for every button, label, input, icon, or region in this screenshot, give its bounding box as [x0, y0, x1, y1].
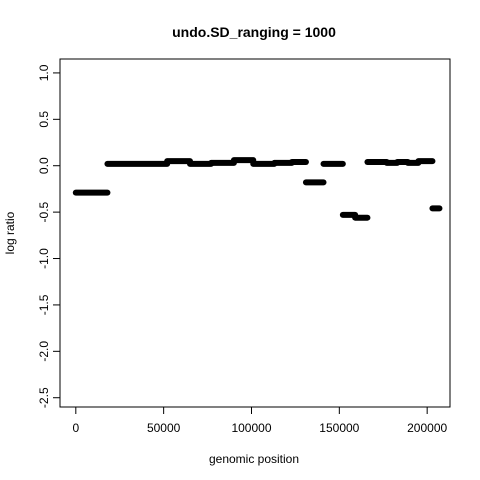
y-tick-label: 0.5 [37, 111, 51, 128]
x-tick-label: 50000 [147, 421, 181, 435]
y-tick-label: -0.5 [37, 201, 51, 222]
chart-title: undo.SD_ranging = 1000 [172, 24, 336, 40]
x-tick-label: 0 [72, 421, 79, 435]
x-tick-label: 100000 [231, 421, 271, 435]
y-tick-label: 1.0 [37, 64, 51, 81]
series [72, 157, 443, 221]
y-axis: -2.5 -2.0 -1.5 -1.0 -0.5 0.0 0.5 1.0 [37, 64, 61, 408]
y-tick-label: -2.5 [37, 387, 51, 408]
y-tick-label: -2.0 [37, 341, 51, 362]
y-axis-label: log ratio [3, 211, 17, 254]
y-tick-label: -1.0 [37, 248, 51, 269]
y-tick-label: 0.0 [37, 157, 51, 174]
x-axis: 0 50000 100000 150000 200000 [72, 406, 448, 435]
x-tick-label: 150000 [319, 421, 359, 435]
x-axis-label: genomic position [209, 452, 299, 466]
y-tick-label: -1.5 [37, 294, 51, 315]
x-tick-label: 200000 [407, 421, 447, 435]
